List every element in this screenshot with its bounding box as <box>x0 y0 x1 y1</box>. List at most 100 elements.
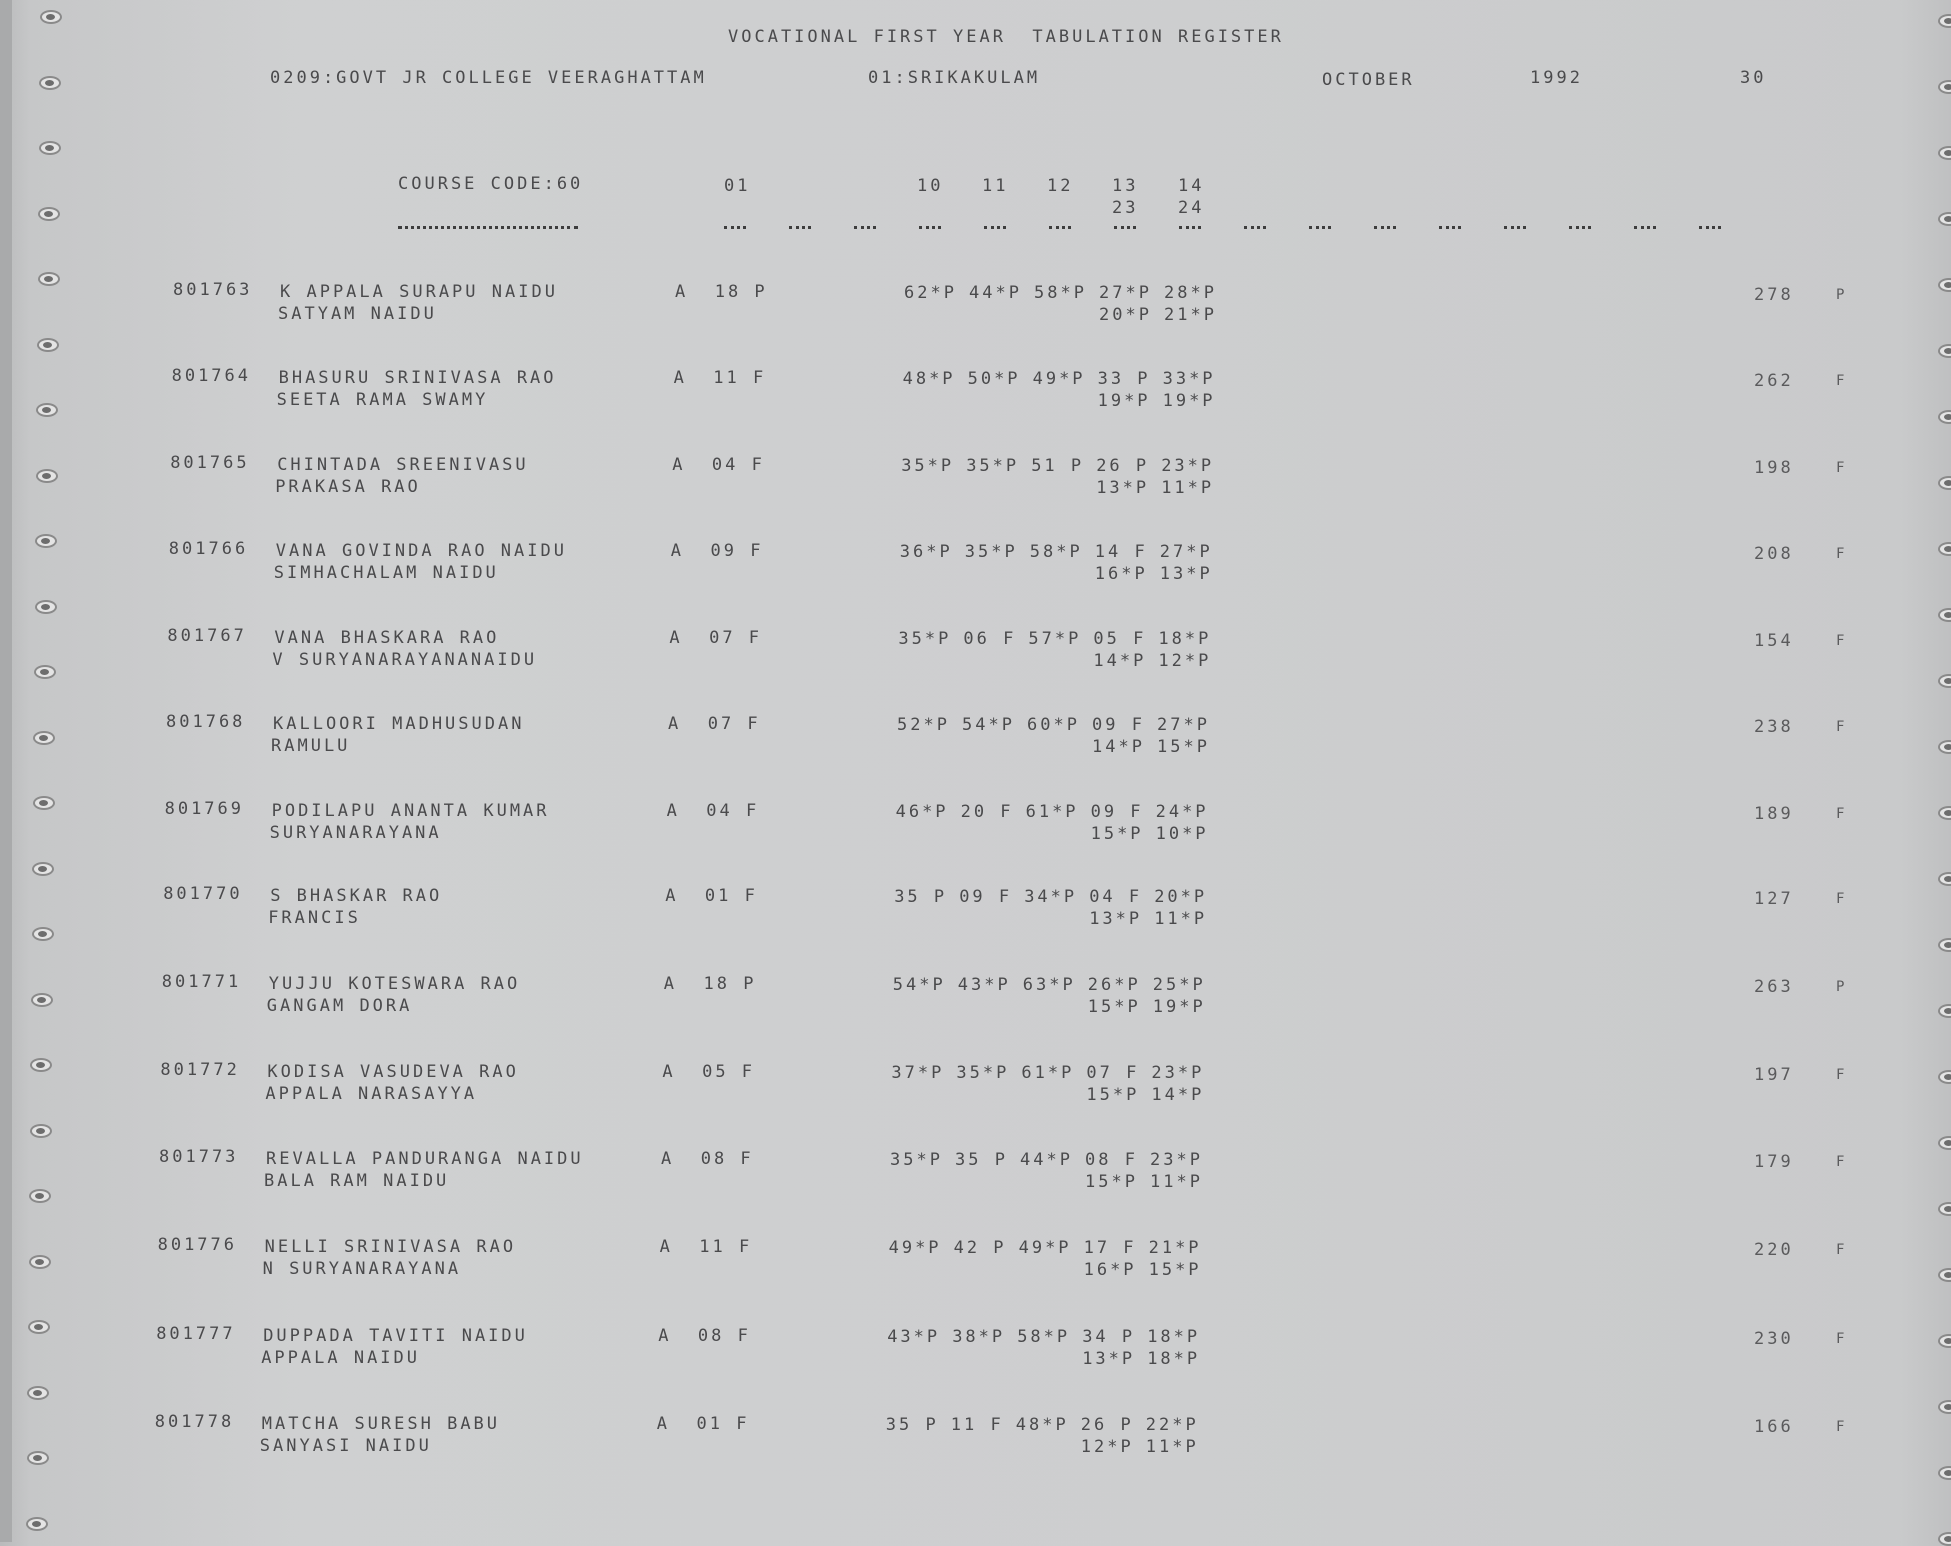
subject-mark: 24*P <box>1155 802 1209 822</box>
roll-number: 801770 <box>163 884 243 904</box>
subject-mark: 09 F <box>959 887 1013 907</box>
subject-mark-line2: 13*P <box>1096 478 1150 498</box>
total-marks: 230 <box>1754 1329 1794 1349</box>
exam-month: OCTOBER <box>1322 70 1415 90</box>
total-marks: 208 <box>1754 544 1794 564</box>
column-underline <box>1114 226 1136 232</box>
subject-mark: 35*P <box>890 1150 943 1170</box>
total-marks: 220 <box>1754 1240 1794 1260</box>
total-marks: 278 <box>1754 285 1794 305</box>
parent-name: GANGAM DORA <box>266 996 413 1016</box>
feed-hole-left <box>28 1320 50 1334</box>
student-name: PODILAPU ANANTA KUMAR <box>271 801 550 821</box>
subject-mark: 44*P <box>969 283 1022 303</box>
column-underline <box>789 226 811 232</box>
subject-mark: 07 F <box>1086 1063 1140 1083</box>
feed-hole-right <box>1938 1334 1951 1348</box>
subject-mark: 33*P <box>1162 369 1216 389</box>
subject-mark-line2: 13*P <box>1082 1349 1136 1369</box>
part-grade: A 18 P <box>663 974 757 994</box>
part-grade: A 07 F <box>669 628 763 648</box>
student-name: KALLOORI MADHUSUDAN <box>273 714 525 734</box>
subject-mark-line2: 15*P <box>1157 737 1210 757</box>
feed-hole-right <box>1938 1400 1951 1414</box>
feed-hole-right <box>1938 14 1951 28</box>
subject-mark-line2: 15*P <box>1085 1172 1138 1192</box>
feed-hole-left <box>35 468 58 483</box>
total-marks: 262 <box>1754 371 1794 391</box>
column-underline <box>1309 226 1331 232</box>
column-underline <box>1439 226 1461 232</box>
student-name: VANA GOVINDA RAO NAIDU <box>275 541 567 561</box>
feed-hole-left <box>32 861 55 876</box>
feed-hole-right <box>1938 278 1951 292</box>
subject-mark-line2: 14*P <box>1093 651 1147 671</box>
result: F <box>1836 1242 1848 1258</box>
result: F <box>1836 1067 1848 1083</box>
subject-mark: 52*P <box>897 715 950 735</box>
subject-mark: 27*P <box>1159 542 1213 562</box>
subject-mark: 46*P <box>895 802 949 822</box>
feed-hole-left <box>27 1385 50 1400</box>
column-underline <box>1049 226 1071 232</box>
subject-mark-line2: 19*P <box>1162 391 1216 411</box>
result: F <box>1836 546 1848 562</box>
subject-mark: 49*P <box>1032 369 1086 389</box>
roll-number: 801767 <box>167 626 247 646</box>
total-marks: 154 <box>1754 631 1794 651</box>
subject-mark-line2: 13*P <box>1089 909 1143 929</box>
subject-mark: 20 F <box>960 802 1014 822</box>
student-name: YUJJU KOTESWARA RAO <box>268 974 521 994</box>
column-head-10: 10 <box>917 176 944 196</box>
subject-mark: 26 P <box>1080 1415 1134 1435</box>
result: F <box>1836 1154 1848 1170</box>
result: P <box>1836 287 1848 303</box>
feed-hole-left <box>31 992 53 1007</box>
subject-mark: 63*P <box>1022 975 1076 995</box>
subject-mark: 34 P <box>1082 1327 1136 1347</box>
feed-hole-left <box>26 1451 49 1465</box>
feed-hole-right <box>1938 1070 1951 1084</box>
column-underline <box>1569 226 1591 232</box>
subject-mark-line2: 14*P <box>1092 737 1145 757</box>
subject-mark: 25*P <box>1152 975 1206 995</box>
subject-mark: 35*P <box>898 629 952 649</box>
subject-mark: 20*P <box>1154 887 1208 907</box>
column-head-12: 12 <box>1047 176 1074 196</box>
subject-mark-line2: 16*P <box>1083 1260 1137 1280</box>
column-head-11: 11 <box>982 176 1009 196</box>
subject-mark: 35*P <box>956 1063 1010 1083</box>
student-name: BHASURU SRINIVASA RAO <box>278 368 557 388</box>
subject-mark: 04 F <box>1089 887 1143 907</box>
column-underline <box>1634 226 1656 232</box>
subject-mark: 35*P <box>901 456 955 476</box>
subject-mark: 06 F <box>963 629 1017 649</box>
parent-name: BALA RAM NAIDU <box>264 1171 450 1191</box>
feed-hole-left <box>33 730 56 745</box>
roll-number: 801769 <box>164 799 245 819</box>
subject-mark: 62*P <box>904 283 957 303</box>
roll-number: 801771 <box>161 972 242 992</box>
column-underline <box>724 226 746 232</box>
roll-number: 801778 <box>154 1412 235 1432</box>
column-underline <box>1244 226 1266 232</box>
subject-mark: 36*P <box>899 542 953 562</box>
parent-name: N SURYANARAYANA <box>262 1259 462 1279</box>
part-grade: A 18 P <box>675 282 768 302</box>
feed-hole-left <box>32 796 55 810</box>
feed-hole-left <box>29 1123 52 1138</box>
subject-mark: 48*P <box>902 369 956 389</box>
subject-mark: 42 P <box>953 1238 1007 1258</box>
subject-mark-line2: 19*P <box>1097 391 1151 411</box>
subject-mark: 58*P <box>1029 542 1083 562</box>
subject-mark: 08 F <box>1085 1150 1138 1170</box>
feed-hole-left <box>37 272 60 286</box>
subject-mark-line2: 11*P <box>1150 1172 1203 1192</box>
roll-number: 801772 <box>160 1060 240 1080</box>
student-name: CHINTADA SREENIVASU <box>277 455 529 475</box>
subject-mark: 61*P <box>1021 1063 1075 1083</box>
feed-hole-right <box>1938 542 1951 556</box>
subject-mark: 35*P <box>966 456 1020 476</box>
feed-hole-left <box>34 665 56 679</box>
result: F <box>1836 1419 1848 1435</box>
